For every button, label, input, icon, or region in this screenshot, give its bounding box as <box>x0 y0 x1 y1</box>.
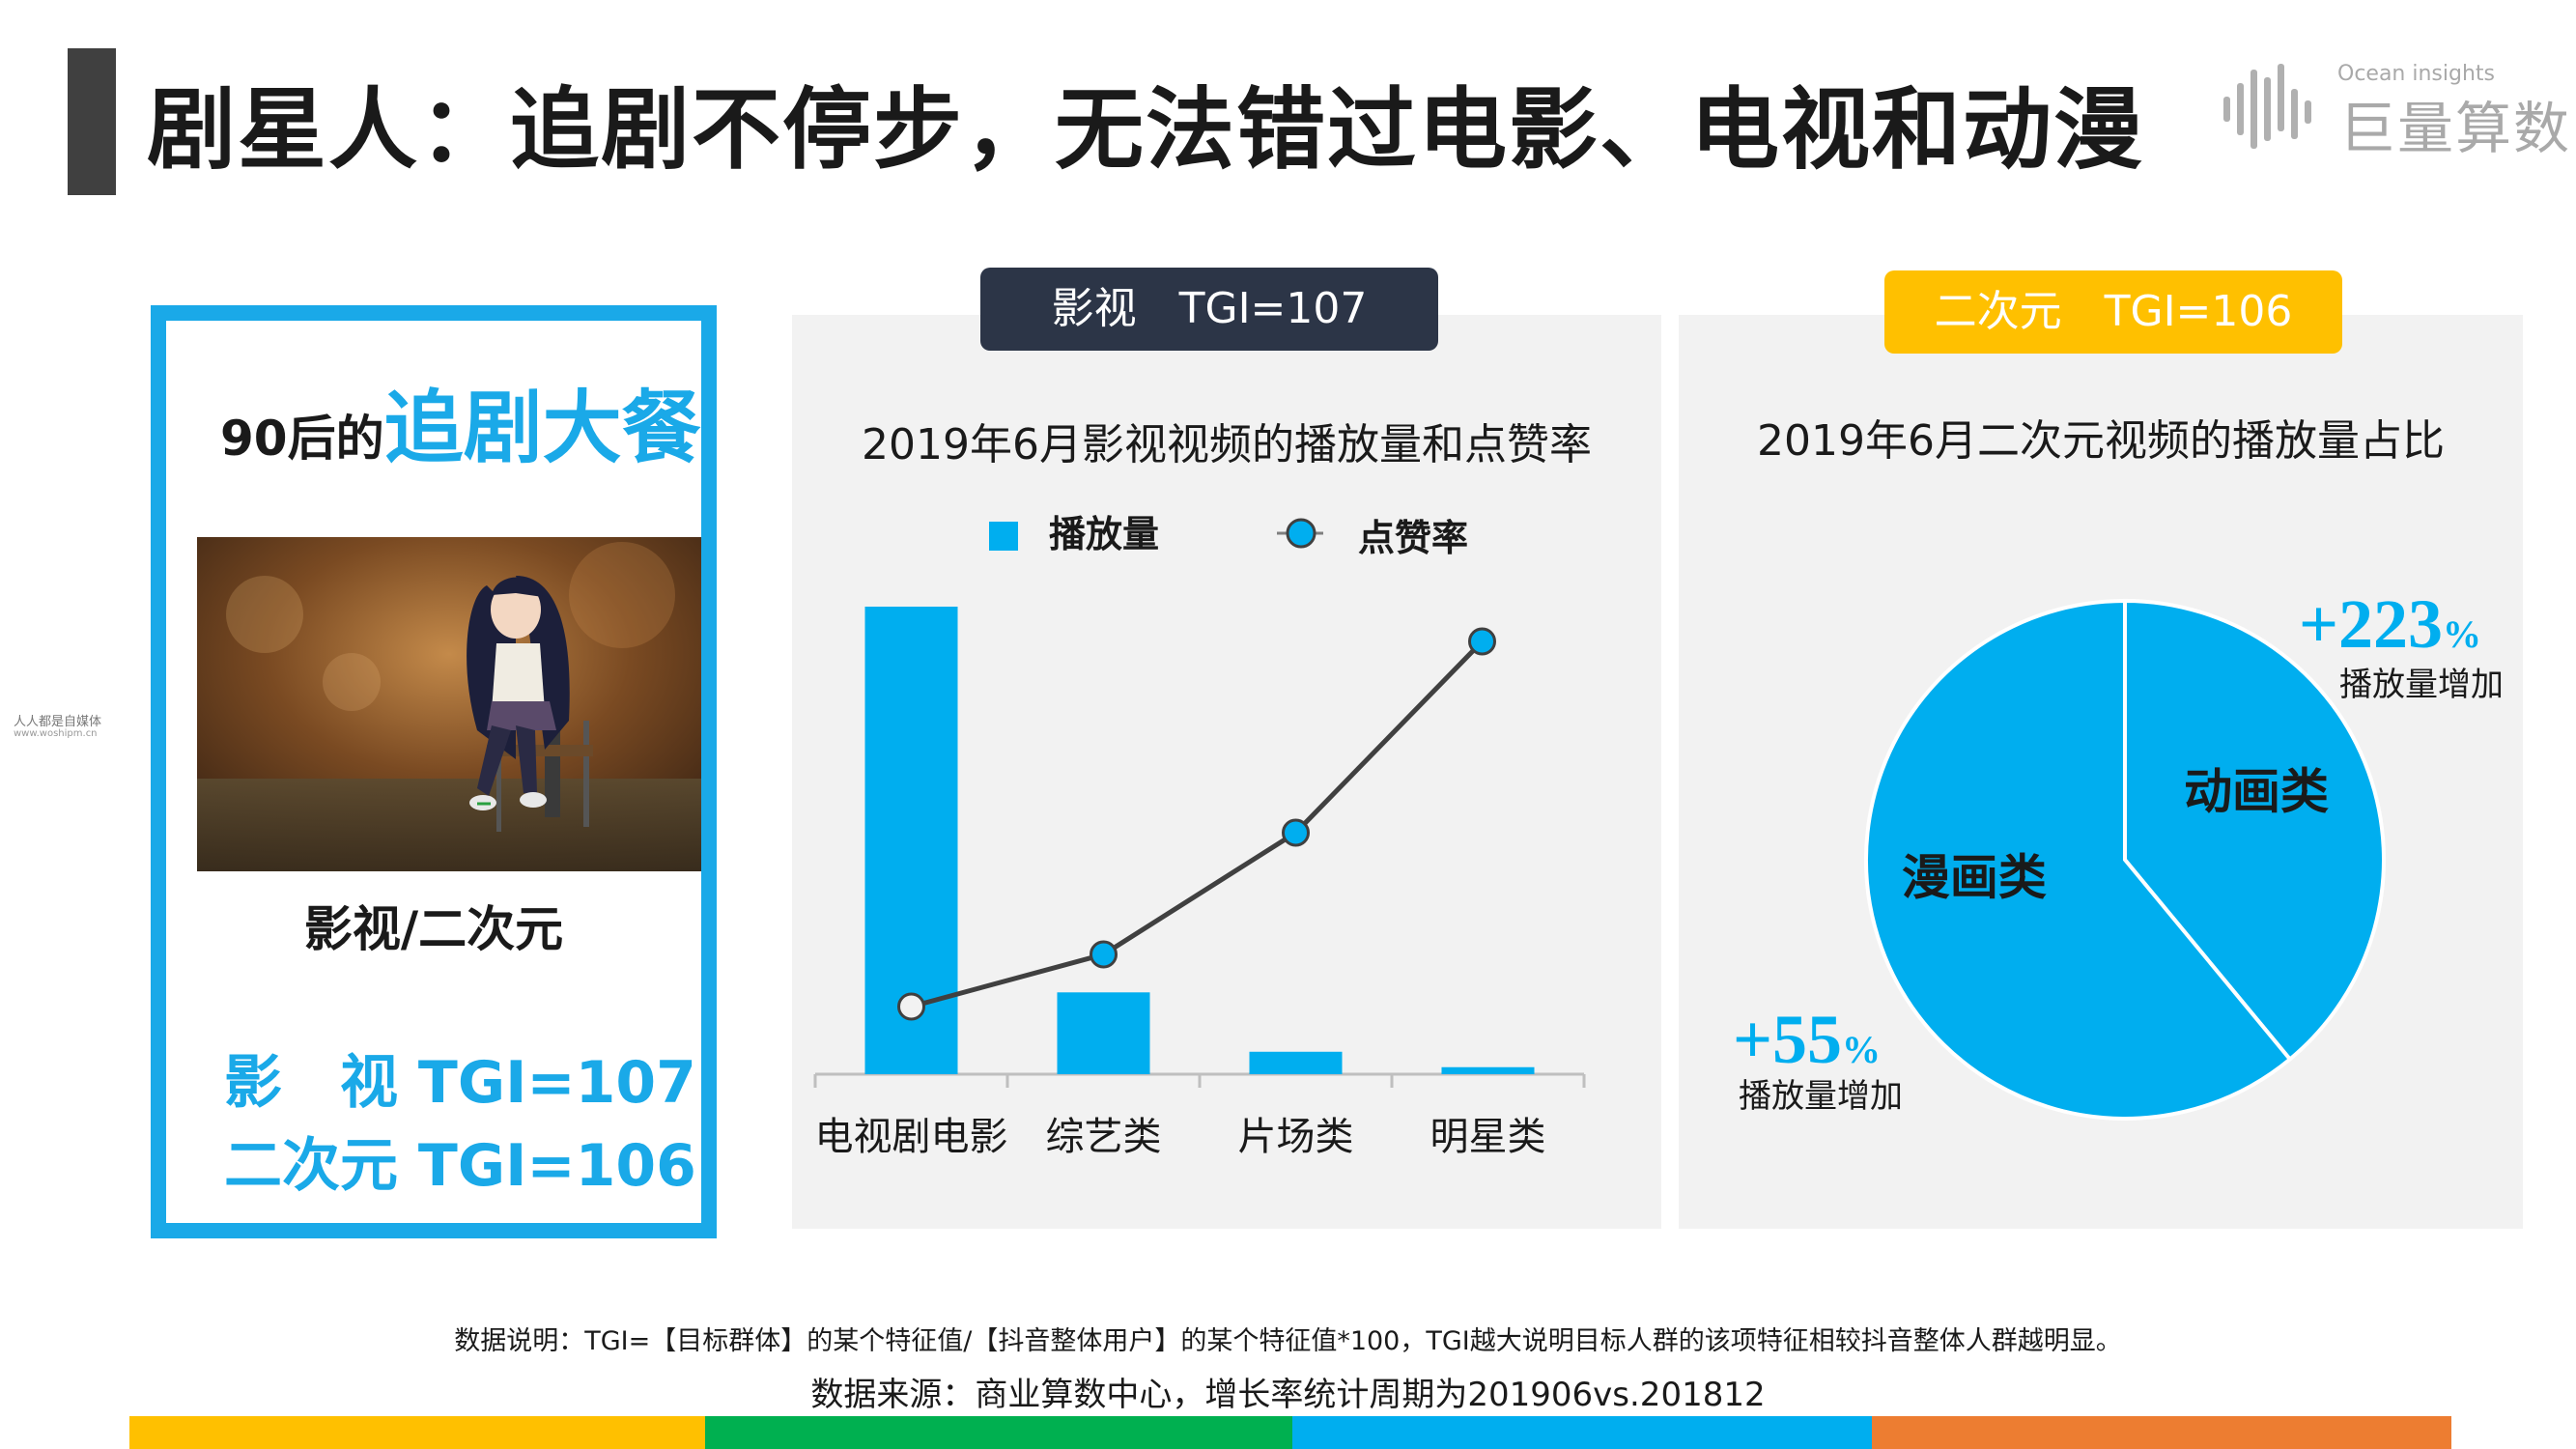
footer-stripe-green <box>705 1416 1292 1449</box>
pie-label-动画类: 动画类 <box>2184 765 2329 819</box>
watermark-url: www.woshipm.cn <box>14 728 98 739</box>
card-heading-highlight: 追剧大餐 <box>383 383 701 474</box>
annotation-anime-text: 播放量增加 <box>2339 667 2504 703</box>
annotation-anime-unit: % <box>2443 612 2481 656</box>
like-rate-point-明星类 <box>1468 627 1496 656</box>
like-rate-point-电视剧电影 <box>897 992 925 1021</box>
like-rate-line <box>910 639 1485 1009</box>
card-caption: 影视/二次元 <box>303 901 564 957</box>
x-tick-label: 明星类 <box>1430 1116 1546 1158</box>
page-title: 剧星人：追剧不停步，无法错过电影、电视和动漫 <box>147 78 2145 182</box>
title-accent-bar <box>68 48 116 195</box>
anime-figure-photo <box>197 537 701 871</box>
annotation-comic-text: 播放量增加 <box>1739 1078 1903 1115</box>
pie-slice-漫画类 <box>1864 598 2293 1121</box>
like-rate-point-片场类 <box>1282 818 1310 847</box>
pie-label-漫画类: 漫画类 <box>1902 850 2047 904</box>
summary-card: 90后的追剧大餐 <box>151 305 717 1238</box>
bar-片场类 <box>1249 1051 1343 1074</box>
legend-marker-swatch <box>1286 518 1316 549</box>
x-tick-label: 综艺类 <box>1046 1116 1162 1158</box>
annotation-anime-value: +223 <box>2299 585 2443 663</box>
footer-stripe-blue <box>1292 1416 1872 1449</box>
anime-chart-title: 2019年6月二次元视频的播放量占比 <box>1757 416 2445 466</box>
watermark-text: 人人都是自媒体 <box>14 715 102 729</box>
card-heading-prefix: 90后的 <box>220 411 384 467</box>
svg-text:+55%: +55% <box>1733 1001 1881 1078</box>
annotation-comic-unit: % <box>1842 1028 1881 1071</box>
bar-明星类 <box>1441 1066 1535 1074</box>
logo-bars-icon <box>2223 64 2311 149</box>
card-tgi-film: 影 视 TGI=107 <box>224 1049 696 1117</box>
x-tick-label: 片场类 <box>1238 1116 1354 1158</box>
film-combo-chart: 播放量 点赞率 电视剧电影 综艺类 片场类 明星类 <box>813 515 1586 1158</box>
card-tgi-anime: 二次元 TGI=106 <box>224 1132 696 1200</box>
legend-bar-swatch <box>989 522 1018 551</box>
chart-legend: 播放量 点赞率 <box>989 515 1468 559</box>
data-source: 数据来源：商业算数中心，增长率统计周期为201906vs.201812 <box>810 1376 1766 1414</box>
footer-stripe-yellow <box>129 1416 705 1449</box>
footer-stripe-orange <box>1872 1416 2451 1449</box>
like-rate-point-综艺类 <box>1090 940 1118 969</box>
bar-综艺类 <box>1057 992 1150 1074</box>
film-chart-title: 2019年6月影视视频的播放量和点赞率 <box>862 420 1592 469</box>
data-note: 数据说明：TGI=【目标群体】的某个特征值/【抖音整体用户】的某个特征值*100… <box>454 1326 2122 1356</box>
legend-bar-label: 播放量 <box>1049 515 1159 555</box>
annotation-comic-value: +55 <box>1733 1001 1842 1078</box>
card-heading: 90后的追剧大餐 <box>220 363 701 478</box>
x-tick-label: 电视剧电影 <box>815 1116 1008 1158</box>
anime-tgi-badge: 二次元 TGI=106 <box>1884 270 2342 354</box>
ocean-insights-logo: Ocean insights 巨量算数 <box>2222 58 2569 161</box>
pie-slice-动画类 <box>2123 598 2386 1063</box>
legend-line-label: 点赞率 <box>1358 519 1468 559</box>
svg-text:+223%: +223% <box>2299 585 2481 663</box>
film-tgi-badge: 影视 TGI=107 <box>980 268 1438 351</box>
logo-chinese-text: 巨量算数 <box>2339 96 2572 161</box>
logo-english-text: Ocean insights <box>2337 62 2495 86</box>
